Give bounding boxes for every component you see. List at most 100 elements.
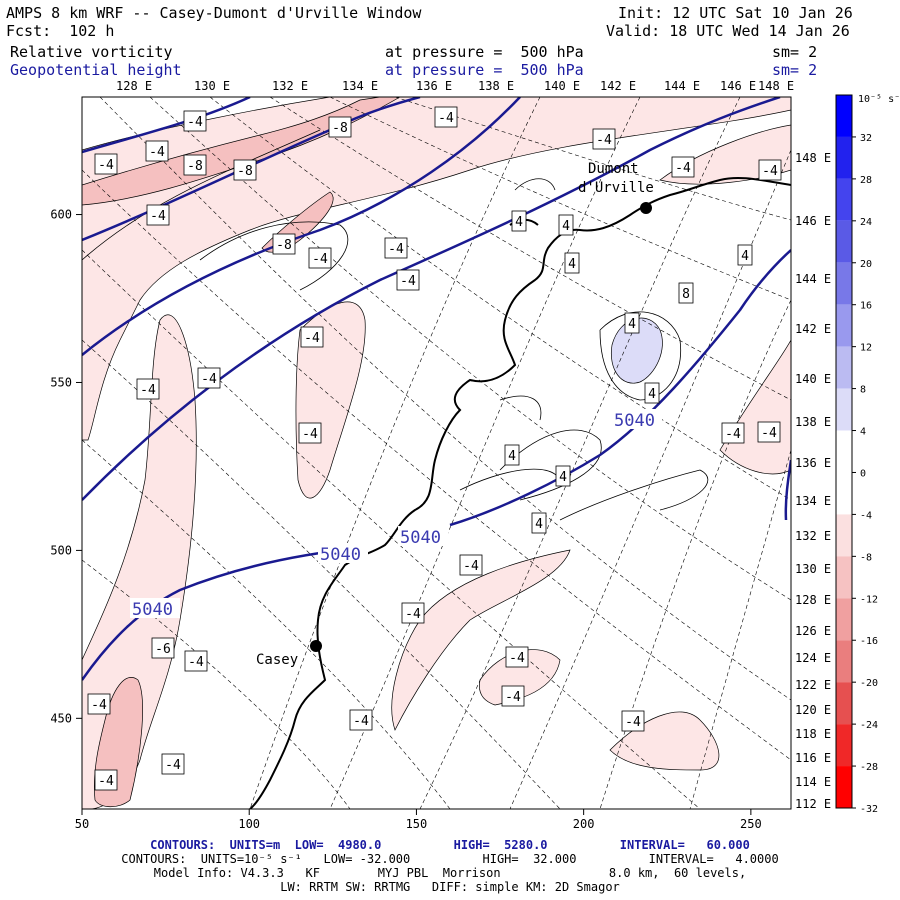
colorbar-segment xyxy=(836,220,852,263)
svg-text:-4: -4 xyxy=(165,758,181,773)
footer-height-contours: CONTOURS: UNITS=m LOW= 4980.0 HIGH= 5280… xyxy=(150,838,750,852)
svg-text:-4: -4 xyxy=(312,252,328,267)
height-label: 5040 xyxy=(132,600,173,620)
vorticity-label: -8 xyxy=(272,233,296,255)
right-longitude-label: 136 E xyxy=(795,456,831,470)
colorbar-segment xyxy=(836,304,852,347)
top-longitude-label: 134 E xyxy=(342,79,378,93)
vorticity-label: -4 xyxy=(161,753,185,775)
colorbar-label: 4 xyxy=(860,427,866,438)
field2-smoothing: sm= 2 xyxy=(772,61,818,79)
field1-smoothing: sm= 2 xyxy=(772,43,818,61)
svg-text:-4: -4 xyxy=(149,145,165,160)
svg-text:-6: -6 xyxy=(155,642,171,657)
colorbar-unit: 10⁻⁵ s⁻¹ xyxy=(858,94,900,105)
vorticity-label: -4 xyxy=(349,709,373,731)
y-tick-label: 450 xyxy=(50,711,72,725)
right-longitude-label: 146 E xyxy=(795,214,831,228)
vorticity-label: 4 xyxy=(624,312,640,334)
vorticity-label: -4 xyxy=(757,421,781,443)
station-label-casey: Casey xyxy=(256,652,298,668)
vorticity-label: -8 xyxy=(328,116,352,138)
vorticity-label: -4 xyxy=(621,710,645,732)
svg-text:4: 4 xyxy=(508,449,516,464)
vorticity-label: -4 xyxy=(401,602,425,624)
colorbar-segment xyxy=(836,346,852,389)
right-longitude-label: 142 E xyxy=(795,322,831,336)
vorticity-label: -4 xyxy=(298,422,322,444)
colorbar-label: 8 xyxy=(860,385,866,396)
svg-text:-4: -4 xyxy=(438,111,454,126)
svg-text:-4: -4 xyxy=(304,331,320,346)
top-longitude-label: 128 E xyxy=(116,79,152,93)
vorticity-label: -4 xyxy=(145,140,169,162)
svg-text:-4: -4 xyxy=(187,115,203,130)
shade-neg-4-right xyxy=(609,711,720,771)
colorbar-label: -8 xyxy=(860,552,872,563)
right-longitude-label: 138 E xyxy=(795,415,831,429)
svg-text:-4: -4 xyxy=(675,161,691,176)
svg-text:-4: -4 xyxy=(463,559,479,574)
vorticity-label: 4 xyxy=(504,444,520,466)
colorbar-segment xyxy=(836,556,852,599)
svg-text:-8: -8 xyxy=(237,164,253,179)
svg-text:-4: -4 xyxy=(302,427,318,442)
svg-text:-4: -4 xyxy=(388,242,404,257)
svg-text:-4: -4 xyxy=(400,274,416,289)
svg-text:4: 4 xyxy=(515,215,523,230)
shade-neg-4-topleft xyxy=(82,97,791,441)
svg-text:4: 4 xyxy=(648,387,656,402)
colorbar-segment xyxy=(836,682,852,725)
x-tick-label: 250 xyxy=(740,817,762,831)
colorbar-label: 12 xyxy=(860,343,872,354)
right-longitude-label: 116 E xyxy=(795,751,831,765)
svg-text:-4: -4 xyxy=(725,427,741,442)
colorbar-label: 16 xyxy=(860,301,872,312)
svg-text:4: 4 xyxy=(559,470,567,485)
vorticity-label: 4 xyxy=(564,252,580,274)
svg-text:-4: -4 xyxy=(91,698,107,713)
vorticity-label: -4 xyxy=(87,693,111,715)
svg-text:-4: -4 xyxy=(140,383,156,398)
top-longitude-labels: 128 E 130 E 132 E 134 E 136 E 138 E 140 E 142 E… xyxy=(116,79,794,93)
colorbar-segment xyxy=(836,430,852,473)
vorticity-label: -4 xyxy=(94,769,118,791)
vorticity-label: 4 xyxy=(511,210,527,232)
svg-text:-4: -4 xyxy=(505,690,521,705)
right-longitude-label: 132 E xyxy=(795,529,831,543)
colorbar-label: -32 xyxy=(860,804,878,815)
vorticity-label: 4 xyxy=(737,244,753,266)
top-longitude-label: 146 E xyxy=(720,79,756,93)
y-tick-label: 600 xyxy=(50,208,72,222)
valid-time: Valid: 18 UTC Wed 14 Jan 26 xyxy=(606,22,850,40)
vorticity-label: -4 xyxy=(197,367,221,389)
height-label: 5040 xyxy=(400,528,441,548)
svg-text:4: 4 xyxy=(628,317,636,332)
field1-name: Relative vorticity xyxy=(10,43,173,61)
vorticity-label: -4 xyxy=(592,128,616,150)
colorbar-segment xyxy=(836,388,852,431)
top-longitude-label: 136 E xyxy=(416,79,452,93)
svg-text:-4: -4 xyxy=(761,426,777,441)
right-longitude-label: 120 E xyxy=(795,703,831,717)
colorbar-segment xyxy=(836,262,852,305)
colorbar-label: 32 xyxy=(860,133,872,144)
svg-text:8: 8 xyxy=(682,287,690,302)
colorbar-label: -28 xyxy=(860,762,878,773)
x-tick-label: 50 xyxy=(75,817,89,831)
top-longitude-label: 138 E xyxy=(478,79,514,93)
station-marker-dumont xyxy=(640,202,652,214)
colorbar-label: -24 xyxy=(860,720,878,731)
svg-text:-4: -4 xyxy=(353,714,369,729)
y-tick-label: 550 xyxy=(50,375,72,389)
footer-vorticity-contours: CONTOURS: UNITS=10⁻⁵ s⁻¹ LOW= -32.000 HI… xyxy=(121,852,779,866)
svg-text:-4: -4 xyxy=(405,607,421,622)
svg-text:4: 4 xyxy=(535,517,543,532)
vorticity-label: -4 xyxy=(721,422,745,444)
colorbar-label: -4 xyxy=(860,510,872,521)
svg-text:-4: -4 xyxy=(625,715,641,730)
colorbar-label: -20 xyxy=(860,678,878,689)
top-longitude-label: 142 E xyxy=(600,79,636,93)
vorticity-label: -4 xyxy=(396,269,420,291)
svg-text:-4: -4 xyxy=(762,164,778,179)
